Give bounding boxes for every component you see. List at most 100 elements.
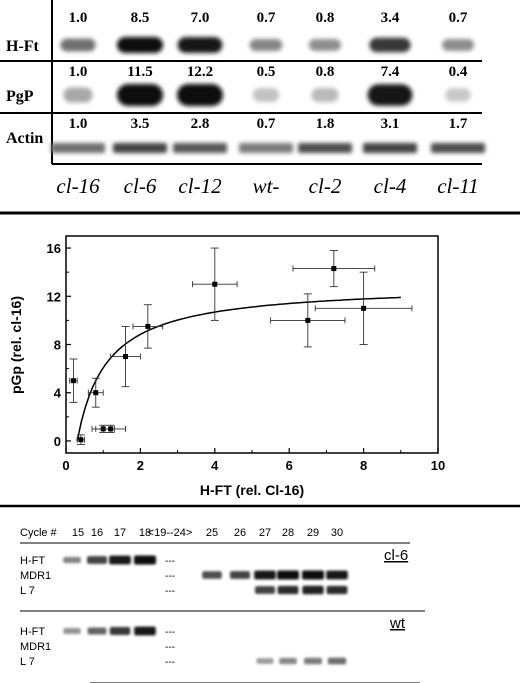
cycle-number: 27 [259,527,271,539]
blot-value: 0.5 [257,64,276,80]
gel-band [134,555,156,565]
blot-band [239,143,293,153]
data-point [314,271,413,345]
blot-value: 12.2 [187,64,213,80]
blot-band [177,84,223,106]
data-point [95,424,126,433]
point-marker [361,305,367,311]
gel-band [109,555,131,565]
gel-band [230,571,250,579]
blot-band [369,37,411,53]
blot-value: 0.8 [316,64,335,80]
data-point [270,293,346,348]
gel-band [87,556,107,564]
gel-gap-marker: --- [165,657,175,668]
blot-value: 7.4 [381,64,400,80]
y-axis-label: pGp (rel. cl-16) [8,296,24,394]
gel-gap-marker: --- [165,642,175,653]
blot-band [308,39,342,51]
gel-gap-marker: --- [165,627,175,638]
x-axis-label: H-FT (rel. Cl-16) [200,482,304,498]
clone-label-cl-6: cl-6 [384,547,408,564]
x-tick-label: 4 [211,458,219,473]
panel-a-western-blot: H-Ft PgP Actin 1.0 8.5 7.0 0.7 0.8 3.4 0.7 1.0 1… [0,0,520,215]
cycle-number: 17 [114,527,126,539]
gel-band [327,657,347,665]
blot-value: 0.8 [316,10,335,26]
blot-value: 8.5 [131,10,150,26]
blot-value: 2.8 [191,116,210,132]
blot-band [311,87,339,103]
blot-band [173,143,227,153]
lane-label: cl-16 [56,174,100,198]
gel-row-label: MDR1 [20,570,51,582]
clone-label-wt: wt [389,615,406,632]
cycle-number: 15 [72,527,84,539]
cycle-number: 16 [91,527,103,539]
x-tick-label: 2 [137,458,144,473]
gel-row-label: L 7 [20,585,35,597]
gel-band [109,627,131,635]
x-tick-label: 0 [62,458,69,473]
cycle-number: 25 [206,527,218,539]
blot-band [363,143,417,153]
blot-band [431,143,485,153]
row-label-h-ft: H-Ft [6,38,40,55]
gel-band [134,626,156,636]
point-marker [70,378,76,384]
blot-band [60,38,96,52]
y-tick-label: 0 [54,434,61,449]
blot-value: 11.5 [127,64,152,80]
cycle-number: 26 [234,527,246,539]
cycle-number: 28 [282,527,294,539]
panel-c-pcr-gel: Cycle # 15 16 17 18<19--24> 25 26 27 28 29 30 cl-6… [20,527,425,683]
blot-value: 1.7 [449,116,468,132]
blot-value: 1.0 [69,64,88,80]
gel-row-label: H-FT [20,555,45,567]
gel-row-label: H-FT [20,626,45,638]
blot-band [63,87,93,103]
gel-band [202,571,222,579]
data-point [76,434,86,446]
blot-band [113,143,167,153]
data-point [69,358,78,403]
lane-label: cl-6 [124,174,157,198]
y-tick-label: 8 [54,338,61,353]
blot-value: 1.8 [316,116,335,132]
blot-value: 0.4 [449,64,468,80]
gel-band [277,570,299,580]
gel-band [302,585,324,595]
point-marker [93,390,99,396]
gel-band [255,586,275,594]
blot-value: 1.0 [69,10,88,26]
blot-band [367,84,413,106]
blot-band [252,88,280,102]
blot-band [51,143,105,153]
blot-value: 0.7 [449,10,468,26]
lane-label: cl-4 [374,174,407,198]
x-tick-label: 6 [286,458,293,473]
blot-band [117,37,163,53]
gel-gap-marker: --- [165,556,175,567]
y-tick-label: 12 [47,289,61,304]
gel-row-label: L 7 [20,656,35,668]
gel-gap-marker: --- [165,586,175,597]
gel-band [63,556,81,564]
lane-label: cl-12 [178,174,222,198]
lane-label: cl-11 [437,174,479,198]
cycle-number: 29 [307,527,319,539]
x-tick-label: 10 [431,458,445,473]
gel-band [63,628,81,634]
gel-band [302,570,324,580]
x-tick-label: 8 [360,458,367,473]
point-marker [145,323,151,329]
blot-value: 0.7 [257,116,276,132]
blot-value: 1.0 [69,116,88,132]
blot-value: 3.1 [381,116,400,132]
data-point [87,377,104,408]
panel-b-chart: 0 2 4 6 8 10 0 4 8 12 16 pGp (rel. cl-16) H-FT (re… [8,235,445,498]
point-marker [78,437,84,443]
y-tick-label: 4 [54,386,62,401]
gel-band [256,658,274,664]
